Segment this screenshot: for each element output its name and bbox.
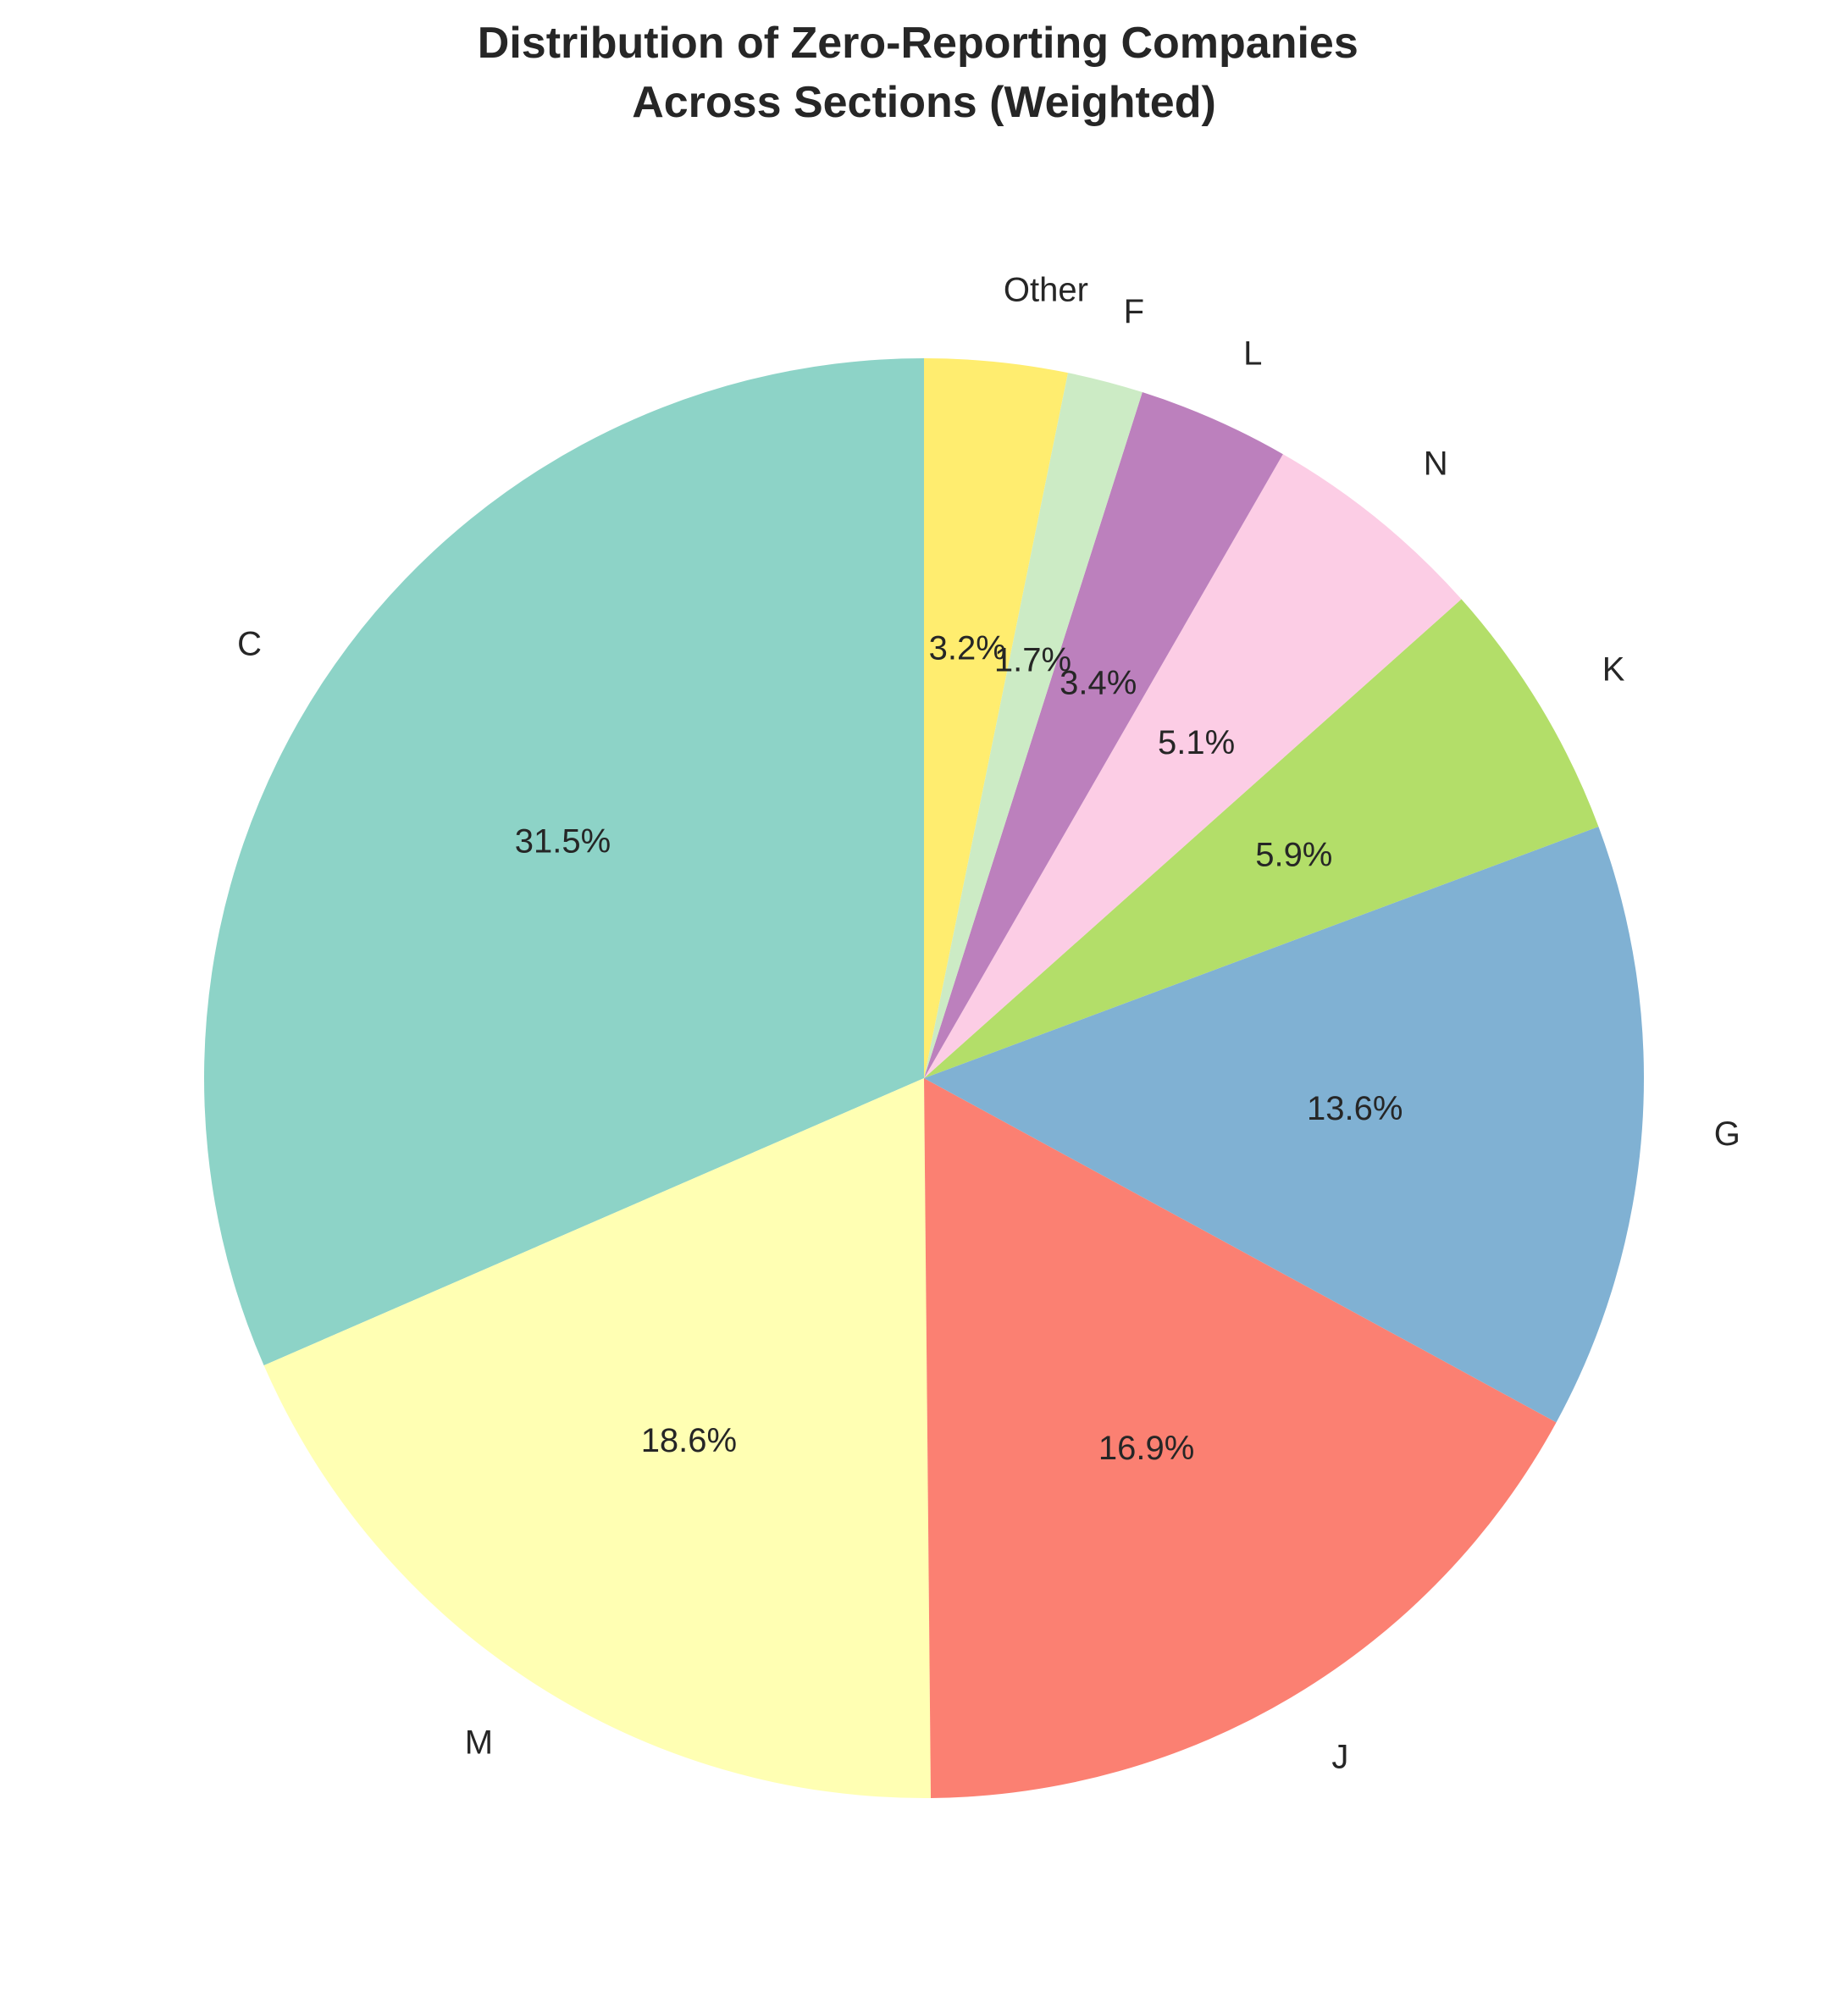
slice-label-k: K [1602, 650, 1625, 688]
pct-label-g: 13.6% [1307, 1090, 1403, 1127]
slice-label-j: J [1331, 1739, 1348, 1776]
pie-slice-other [924, 358, 1068, 1078]
pie-slice-f [924, 373, 1143, 1078]
pct-label-c: 31.5% [515, 822, 611, 860]
slice-label-n: N [1424, 445, 1448, 482]
pct-label-n: 5.1% [1158, 724, 1235, 761]
slice-label-f: F [1124, 293, 1144, 330]
slice-label-m: M [465, 1724, 493, 1761]
pie-labels: C 31.5% M 18.6% J 16.9% G 13.6% K 5.9% N 5.1% L 3.4% F… [237, 272, 1740, 1776]
pct-label-other: 3.2% [929, 630, 1006, 667]
slice-label-other: Other [1004, 272, 1088, 309]
pie-slice-n [924, 454, 1462, 1078]
slice-label-g: G [1714, 1115, 1740, 1153]
pct-label-l: 3.4% [1060, 664, 1137, 701]
pie-slice-m [263, 1078, 932, 1798]
pct-label-k: 5.9% [1255, 837, 1332, 874]
pie-slice-k [924, 599, 1599, 1078]
pie-slice-l [924, 392, 1283, 1078]
pct-label-j: 16.9% [1098, 1430, 1194, 1467]
pct-label-f: 1.7% [994, 642, 1071, 679]
pie-slices [204, 358, 1645, 1798]
chart-title: Distribution of Zero-Reporting Companies… [478, 19, 1370, 127]
slice-label-l: L [1243, 335, 1262, 372]
pie-slice-c [204, 358, 925, 1366]
chart-title-line-1: Distribution of Zero-Reporting Companies [478, 19, 1358, 68]
pct-label-m: 18.6% [641, 1422, 737, 1459]
pie-slice-j [924, 1078, 1557, 1798]
pie-slice-g [924, 827, 1645, 1423]
slice-label-c: C [237, 625, 262, 662]
chart-title-line-2: Across Sections (Weighted) [632, 78, 1216, 127]
